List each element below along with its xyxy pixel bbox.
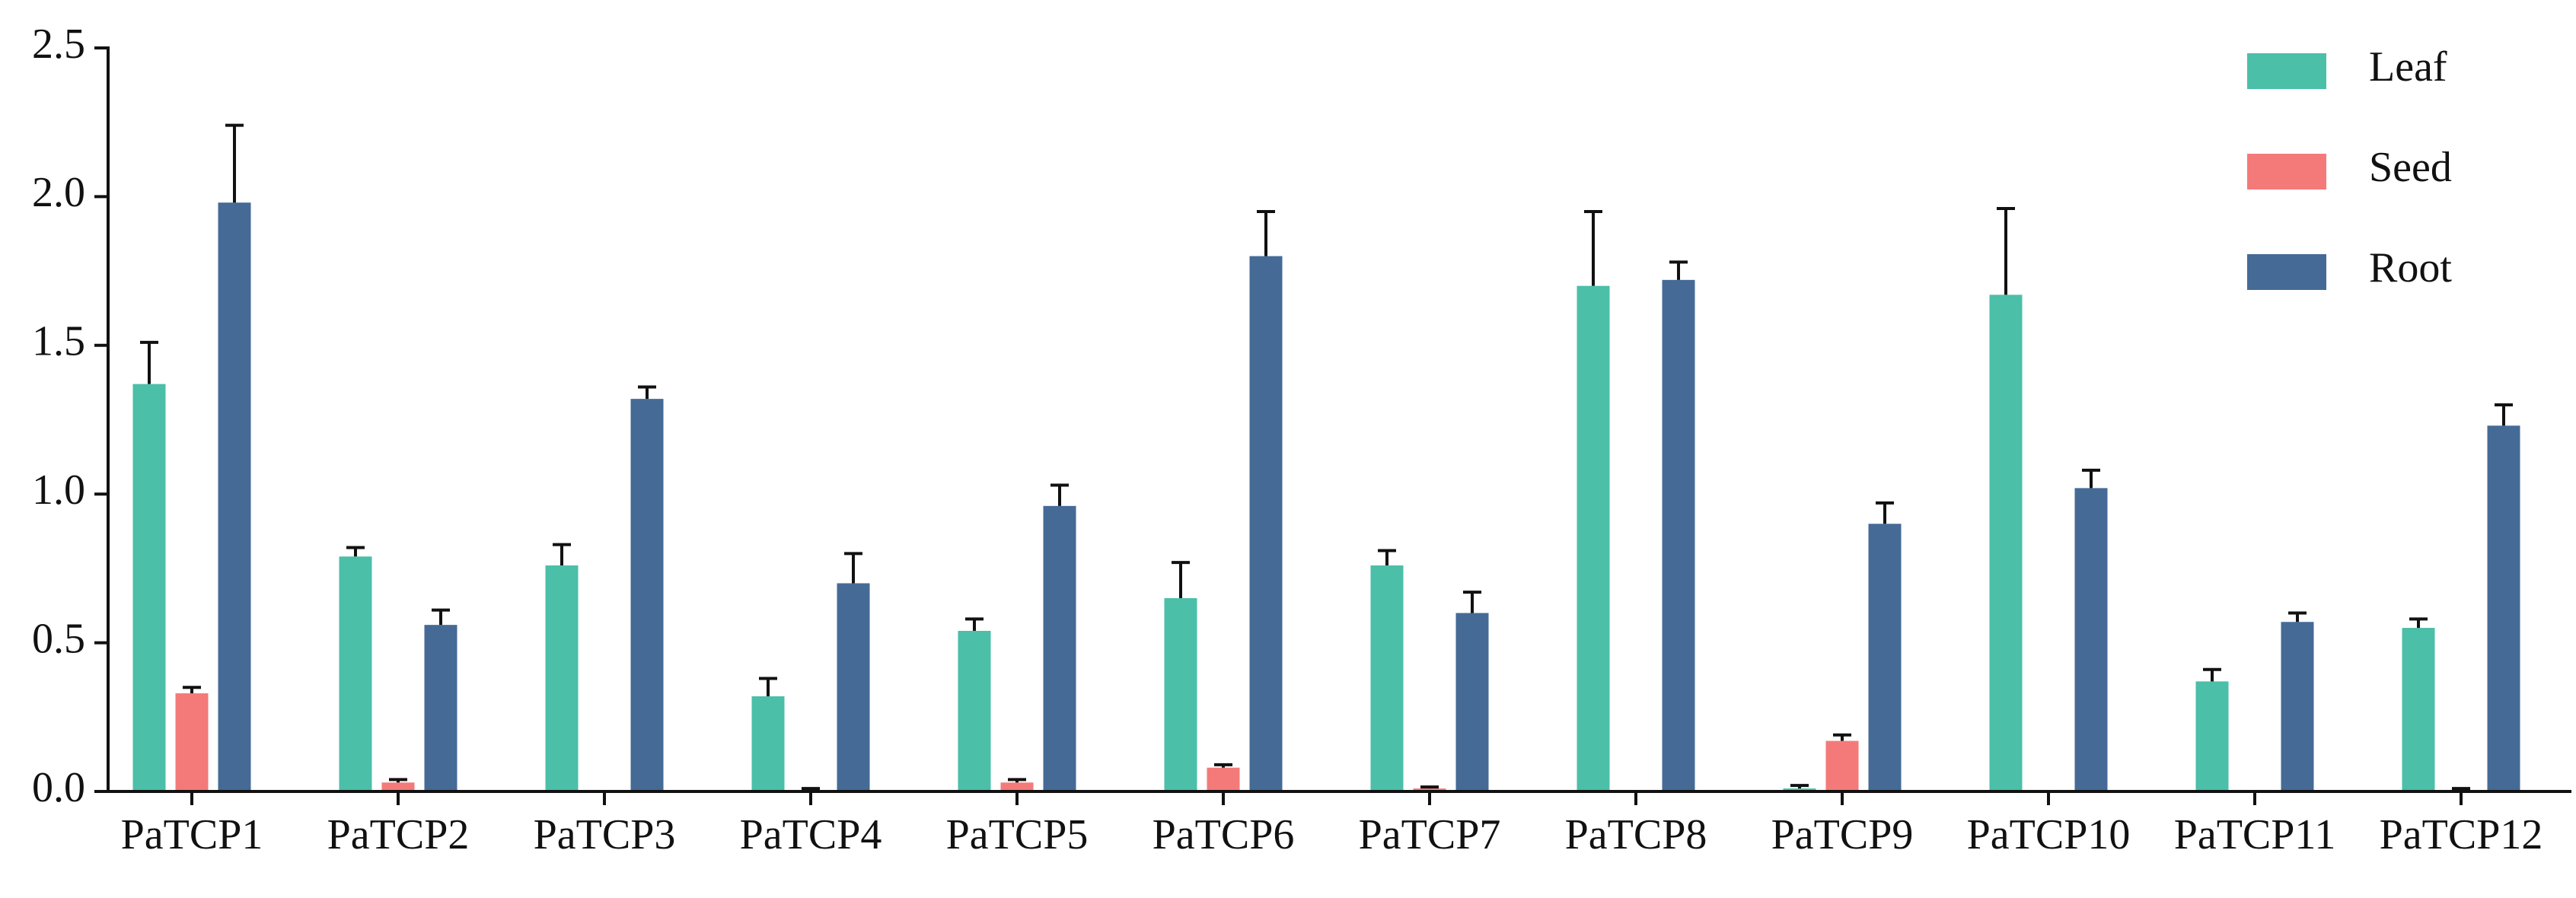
y-tick-label: 0.5 (32, 615, 85, 662)
legend-swatch (2247, 53, 2326, 89)
x-tick-label: PaTCP1 (121, 811, 263, 858)
x-tick-label: PaTCP7 (1359, 811, 1501, 858)
bar (2195, 681, 2229, 791)
bar (1207, 767, 1240, 791)
bar (1577, 285, 1610, 791)
bar (630, 399, 664, 791)
bar (2281, 622, 2314, 791)
bar (1662, 279, 1695, 792)
bar (1825, 740, 1859, 791)
bar (175, 693, 209, 791)
bar (1455, 613, 1489, 791)
bar (2487, 425, 2520, 791)
bar (1000, 782, 1034, 791)
bar (837, 583, 870, 791)
bar (1164, 597, 1197, 791)
bar (339, 556, 372, 791)
x-tick-label: PaTCP5 (946, 811, 1089, 858)
x-tick-label: PaTCP8 (1565, 811, 1707, 858)
bar (218, 202, 251, 791)
x-tick-label: PaTCP12 (2380, 811, 2543, 858)
legend-label: Leaf (2369, 43, 2447, 91)
bar (1043, 505, 1076, 791)
bar (545, 565, 579, 791)
bar (2402, 628, 2435, 791)
legend-swatch (2247, 254, 2326, 290)
bar (958, 630, 991, 791)
legend-swatch (2247, 154, 2326, 189)
legend-label: Seed (2369, 144, 2452, 191)
y-tick-label: 1.5 (32, 318, 85, 365)
x-tick-label: PaTCP11 (2174, 811, 2336, 858)
x-tick-label: PaTCP2 (327, 811, 470, 858)
x-tick-label: PaTCP9 (1771, 811, 1914, 858)
legend-label: Root (2369, 244, 2452, 291)
x-tick-label: PaTCP10 (1967, 811, 2131, 858)
bar (132, 384, 166, 791)
bar (424, 625, 457, 791)
x-tick-label: PaTCP6 (1153, 811, 1295, 858)
bar (381, 782, 415, 791)
y-tick-label: 0.0 (32, 764, 85, 811)
y-tick-label: 2.5 (32, 21, 85, 68)
y-tick-label: 2.0 (32, 169, 85, 216)
bar (1868, 524, 1902, 791)
bar (2074, 488, 2108, 791)
bar (1989, 295, 2023, 791)
bar (1249, 256, 1283, 791)
x-tick-label: PaTCP4 (740, 811, 882, 858)
y-tick-label: 1.0 (32, 467, 85, 514)
bar (751, 696, 785, 791)
x-tick-label: PaTCP3 (534, 811, 676, 858)
bar (1370, 565, 1404, 791)
